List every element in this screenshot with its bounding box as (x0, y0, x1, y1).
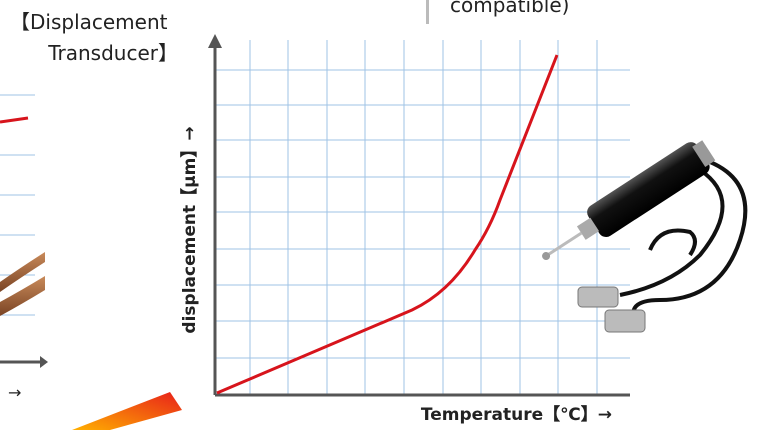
decor-arrow (72, 392, 182, 430)
note: compatible) (450, 0, 569, 17)
title: Transducer】 (47, 41, 178, 65)
divider (426, 0, 429, 24)
device (542, 140, 748, 333)
main-chart: displacement【μm】→ Temperature【℃】→ (179, 34, 630, 425)
title: 【Displacement (10, 10, 168, 34)
curve (216, 54, 559, 395)
y-axis-label: displacement【μm】→ (179, 126, 200, 333)
axis-arrow: → (8, 383, 21, 402)
left-graph: → (0, 94, 48, 402)
x-axis-label: Temperature【℃】→ (421, 404, 612, 425)
